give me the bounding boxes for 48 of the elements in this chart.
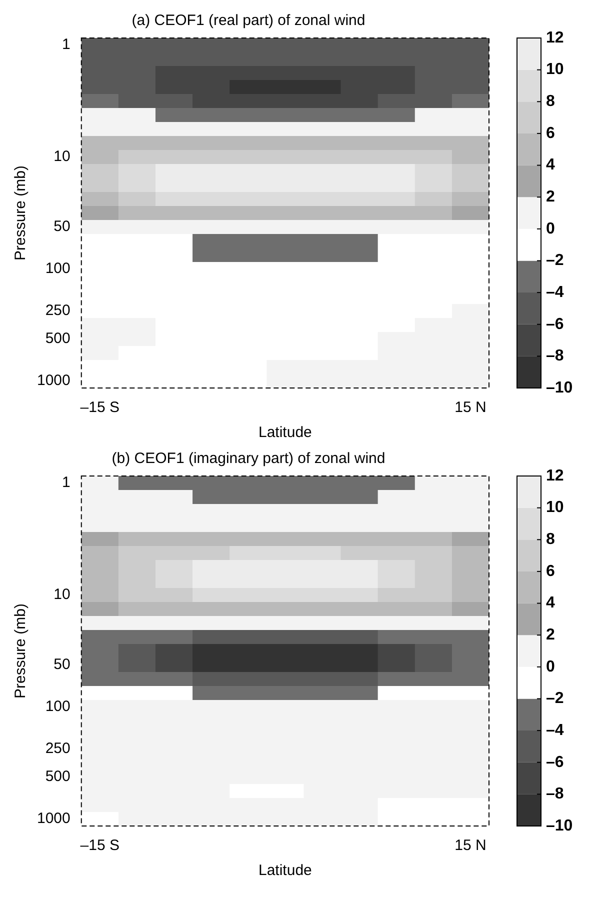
chart-title: (a) CEOF1 (real part) of zonal wind	[132, 12, 366, 30]
y-tick-label: 100	[45, 698, 70, 716]
color-bar-label: 10	[546, 499, 564, 516]
color-bar-label: –6	[546, 316, 564, 333]
chart-title: (b) CEOF1 (imaginary part) of zonal wind	[112, 450, 386, 468]
y-tick-label: 10	[54, 148, 70, 166]
y-tick-label: 1000	[36, 810, 70, 828]
x-axis-title: Latitude	[258, 424, 312, 442]
x-tick-label: 15 N	[454, 399, 486, 416]
color-bar-label: 8	[546, 531, 555, 548]
color-bar-label: –10	[546, 379, 573, 396]
x-tick-label: –15 S	[80, 837, 120, 854]
y-tick-label: 1	[62, 474, 70, 492]
color-bar-label: –8	[546, 786, 564, 803]
y-tick-label: 1000	[36, 372, 70, 390]
color-bar-label: 2	[546, 188, 555, 206]
y-tick-label: 500	[45, 330, 70, 348]
y-tick-label: 500	[45, 768, 70, 786]
color-bar-label: 6	[546, 124, 555, 142]
color-bar-label: –8	[546, 348, 564, 365]
color-bar-label: 0	[546, 220, 555, 238]
color-bar-label: 10	[546, 61, 564, 78]
color-bar-label: 12	[546, 467, 564, 484]
color-bar-label: –10	[546, 817, 573, 834]
color-bar-label: 0	[546, 658, 555, 676]
y-axis-title: Pressure (mb)	[12, 603, 30, 699]
y-tick-label: 250	[45, 740, 70, 758]
color-bar-label: –2	[546, 690, 564, 708]
color-bar-label: –4	[546, 284, 564, 301]
color-bar-label: 6	[546, 562, 555, 580]
color-bar-label: –4	[546, 722, 564, 739]
x-tick-label: –15 S	[80, 399, 120, 416]
color-bar-label: 12	[546, 29, 564, 46]
color-bar-label: 8	[546, 93, 555, 110]
color-bar-label: 2	[546, 626, 555, 644]
color-bar-label: –2	[546, 252, 564, 270]
y-tick-label: 1	[62, 36, 70, 54]
color-bar-label: –6	[546, 754, 564, 771]
y-tick-label: 100	[45, 260, 70, 278]
color-bar-label: 4	[546, 594, 555, 612]
y-axis-title: Pressure (mb)	[12, 165, 30, 261]
y-tick-label: 10	[54, 586, 70, 604]
color-bar-label: 4	[546, 156, 555, 174]
y-tick-label: 50	[54, 656, 70, 674]
y-tick-label: 50	[54, 218, 70, 236]
x-tick-label: 15 N	[454, 837, 486, 854]
y-tick-label: 250	[45, 302, 70, 320]
x-axis-title: Latitude	[258, 862, 312, 880]
